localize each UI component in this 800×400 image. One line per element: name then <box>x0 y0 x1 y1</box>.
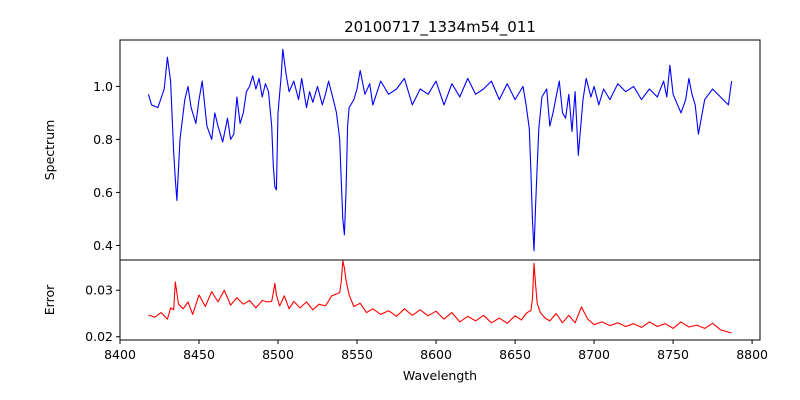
spectrum-line <box>147 48 733 252</box>
spectrum-y-axis-label: Spectrum <box>42 120 57 181</box>
x-axis-ticks: 8400 8450 8500 8550 8600 8650 8700 8750 8800 <box>104 340 768 362</box>
spectrum-y-ticks: 0.4 0.6 0.8 1.0 <box>93 79 120 253</box>
error-plot-frame <box>119 259 761 341</box>
spectrum-panel: 0.4 0.6 0.8 1.0 Spectrum <box>42 39 761 261</box>
x-tick-label: 8600 <box>420 347 452 362</box>
error-y-axis-label: Error <box>42 284 57 315</box>
x-tick-label: 8550 <box>341 347 373 362</box>
spectrum-series-group <box>147 48 733 252</box>
x-tick-label: 8500 <box>262 347 294 362</box>
error-y-tick-label: 0.02 <box>85 329 113 344</box>
spectrum-y-tick-label: 0.4 <box>93 238 113 253</box>
error-y-tick-label: 0.03 <box>85 283 113 298</box>
x-tick-label: 8800 <box>736 347 768 362</box>
x-tick-label: 8650 <box>499 347 531 362</box>
x-tick-label: 8750 <box>657 347 689 362</box>
error-panel: 0.02 0.03 Error <box>42 259 761 344</box>
error-y-ticks: 0.02 0.03 <box>85 283 120 344</box>
error-series-group <box>148 260 732 334</box>
spectrum-y-tick-label: 1.0 <box>93 79 113 94</box>
error-line <box>148 260 732 334</box>
x-tick-label: 8450 <box>183 347 215 362</box>
spectrum-y-tick-label: 0.8 <box>93 132 113 147</box>
x-axis-label: Wavelength <box>403 368 477 383</box>
x-tick-label: 8400 <box>104 347 136 362</box>
x-tick-label: 8700 <box>578 347 610 362</box>
chart-title: 20100717_1334m54_011 <box>344 18 536 37</box>
spectrum-y-tick-label: 0.6 <box>93 185 113 200</box>
